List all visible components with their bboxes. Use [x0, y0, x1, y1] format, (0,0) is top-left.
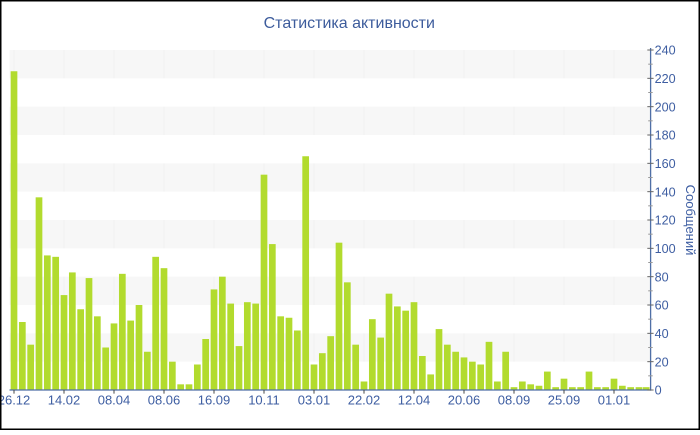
svg-text:20: 20: [655, 355, 669, 369]
svg-text:26.12: 26.12: [0, 392, 30, 407]
svg-text:200: 200: [655, 100, 676, 114]
svg-text:14.02: 14.02: [48, 392, 81, 407]
svg-text:120: 120: [655, 214, 676, 228]
svg-text:80: 80: [655, 270, 669, 284]
svg-text:160: 160: [655, 157, 676, 171]
svg-text:240: 240: [655, 44, 676, 58]
svg-text:20.06: 20.06: [448, 392, 481, 407]
svg-text:08.06: 08.06: [148, 392, 181, 407]
svg-text:08.04: 08.04: [98, 392, 131, 407]
svg-text:0: 0: [655, 384, 662, 398]
svg-text:40: 40: [655, 327, 669, 341]
svg-text:08.09: 08.09: [498, 392, 531, 407]
svg-text:25.09: 25.09: [548, 392, 581, 407]
svg-text:Сообщений: Сообщений: [683, 185, 698, 256]
svg-text:03.01: 03.01: [298, 392, 331, 407]
svg-text:16.09: 16.09: [198, 392, 231, 407]
svg-text:12.04: 12.04: [398, 392, 431, 407]
svg-text:22.02: 22.02: [348, 392, 381, 407]
svg-text:60: 60: [655, 299, 669, 313]
svg-text:180: 180: [655, 129, 676, 143]
svg-text:100: 100: [655, 242, 676, 256]
svg-text:Статистика активности: Статистика активности: [264, 15, 435, 32]
svg-text:01.01: 01.01: [598, 392, 631, 407]
svg-text:220: 220: [655, 72, 676, 86]
svg-text:140: 140: [655, 185, 676, 199]
svg-text:10.11: 10.11: [248, 392, 280, 407]
